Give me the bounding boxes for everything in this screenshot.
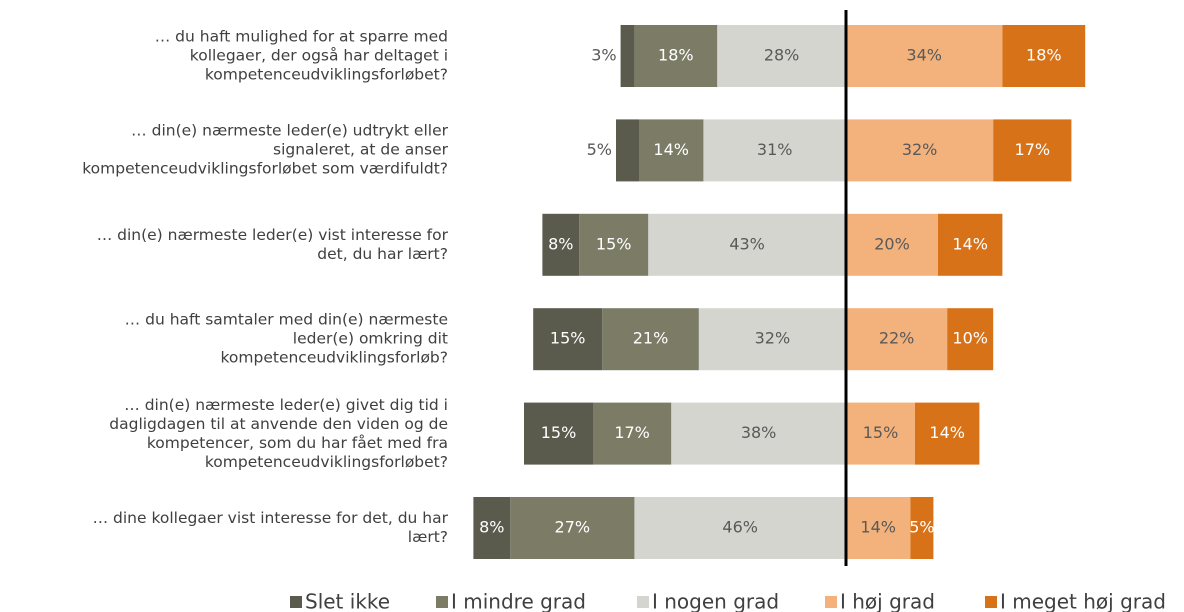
value-label: 46% <box>722 518 758 537</box>
value-label: 27% <box>555 518 591 537</box>
legend-swatch <box>290 596 302 608</box>
legend-label: I nogen grad <box>652 590 779 612</box>
value-label: 20% <box>874 234 910 253</box>
legend-swatch <box>637 596 649 608</box>
bar-segment <box>947 308 994 371</box>
legend-label: I mindre grad <box>451 590 586 612</box>
value-label: 18% <box>1026 46 1062 65</box>
value-label: 15% <box>541 423 577 442</box>
bar-segment <box>602 308 699 371</box>
bar-segment <box>846 497 911 559</box>
value-label: 15% <box>863 423 899 442</box>
value-label: 15% <box>596 234 632 253</box>
category-label: … din(e) nærmeste leder(e) vist interess… <box>96 225 448 263</box>
bar-segment <box>542 213 580 276</box>
bar-segment <box>510 497 635 559</box>
legend-swatch <box>436 596 448 608</box>
bar-segment <box>846 213 938 276</box>
value-label: 32% <box>902 140 938 159</box>
bar-segment <box>915 402 980 465</box>
bar-segment <box>993 119 1072 182</box>
bar-segment <box>846 119 994 182</box>
bar-segment <box>698 308 846 371</box>
bar-segment <box>620 25 635 87</box>
bar-segment <box>846 402 915 465</box>
value-label: 38% <box>741 423 777 442</box>
value-label: 3% <box>591 46 616 65</box>
bar-segment <box>634 497 846 559</box>
value-label: 43% <box>729 234 765 253</box>
legend-label: I meget høj grad <box>1000 590 1166 612</box>
value-label: 28% <box>764 46 800 65</box>
bar-segment <box>910 497 934 559</box>
value-label: 17% <box>1015 140 1051 159</box>
bar-segment <box>639 119 704 182</box>
value-label: 14% <box>860 518 896 537</box>
value-label: 21% <box>633 329 669 348</box>
bar-segment <box>846 308 948 371</box>
value-label: 15% <box>550 329 586 348</box>
legend-label: Slet ikke <box>305 590 390 612</box>
legend-swatch <box>985 596 997 608</box>
value-label: 8% <box>548 234 573 253</box>
value-label: 14% <box>653 140 689 159</box>
category-label: … du haft samtaler med din(e) nærmeste l… <box>124 310 448 367</box>
value-label: 8% <box>479 518 504 537</box>
value-label: 14% <box>929 423 965 442</box>
bar-segment <box>846 25 1003 87</box>
value-label: 17% <box>614 423 650 442</box>
bar-segment <box>703 119 846 182</box>
value-label: 14% <box>952 234 988 253</box>
bar-segment <box>593 402 672 465</box>
value-label: 22% <box>879 329 915 348</box>
bar-segment <box>616 119 639 182</box>
bar-segment <box>671 402 846 465</box>
bar-segment <box>634 25 718 87</box>
value-label: 5% <box>909 518 934 537</box>
legend-label: I høj grad <box>840 590 935 612</box>
legend-swatch <box>825 596 837 608</box>
category-label: … du haft mulighed for at sparre med kol… <box>154 27 448 84</box>
value-label: 31% <box>757 140 793 159</box>
value-label: 32% <box>755 329 791 348</box>
category-label: … dine kollegaer vist interesse for det,… <box>92 509 448 546</box>
bar-segment <box>1002 25 1086 87</box>
value-label: 18% <box>658 46 694 65</box>
bar-segment <box>524 402 593 465</box>
bar-segment <box>938 213 1003 276</box>
bar-segment <box>717 25 846 87</box>
bar-segment <box>533 308 603 371</box>
category-label: … din(e) nærmeste leder(e) givet dig tid… <box>109 395 448 471</box>
bar-segment <box>579 213 649 276</box>
value-label: 34% <box>906 46 942 65</box>
bar-segment <box>648 213 846 276</box>
category-label: … din(e) nærmeste leder(e) udtrykt eller… <box>82 121 448 178</box>
value-label: 5% <box>587 140 612 159</box>
bar-segment <box>473 497 511 559</box>
value-label: 10% <box>952 329 988 348</box>
